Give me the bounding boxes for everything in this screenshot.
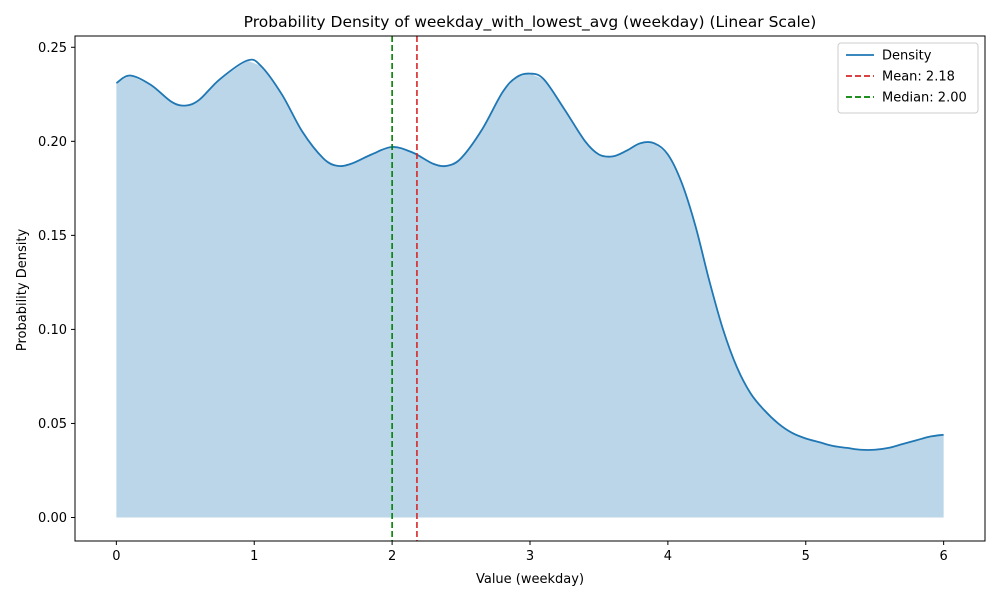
- y-axis: 0.00 0.05 0.10 0.15 0.20 0.25: [38, 41, 75, 526]
- legend-box: [837, 42, 979, 114]
- x-tick-label: 6: [939, 549, 947, 564]
- y-tick-label: 0.15: [38, 229, 67, 244]
- density-line: [115, 58, 944, 451]
- y-tick-label: 0.00: [38, 511, 67, 526]
- x-tick-label: 5: [802, 549, 810, 564]
- y-tick-label: 0.05: [38, 417, 67, 432]
- x-tick-label: 1: [250, 549, 258, 564]
- plot-area: [115, 36, 944, 541]
- y-tick-label: 0.25: [38, 41, 67, 56]
- x-axis-title: Value (weekday): [476, 572, 584, 587]
- legend-label-median: Median: 2.00: [882, 91, 967, 106]
- y-tick-label: 0.10: [38, 323, 67, 338]
- y-tick-label: 0.20: [38, 135, 67, 150]
- x-tick-label: 0: [112, 549, 120, 564]
- x-tick-label: 3: [526, 549, 534, 564]
- legend-label-density: Density: [882, 49, 932, 64]
- legend: Density Mean: 2.18 Median: 2.00: [837, 42, 979, 114]
- x-tick-label: 2: [388, 549, 396, 564]
- chart-title: Probability Density of weekday_with_lowe…: [244, 13, 817, 32]
- y-axis-title: Probability Density: [15, 229, 30, 352]
- x-tick-label: 4: [664, 549, 672, 564]
- legend-label-mean: Mean: 2.18: [882, 70, 955, 85]
- density-fill: [116, 60, 944, 518]
- x-axis: 0 1 2 3 4 5 6: [112, 541, 948, 564]
